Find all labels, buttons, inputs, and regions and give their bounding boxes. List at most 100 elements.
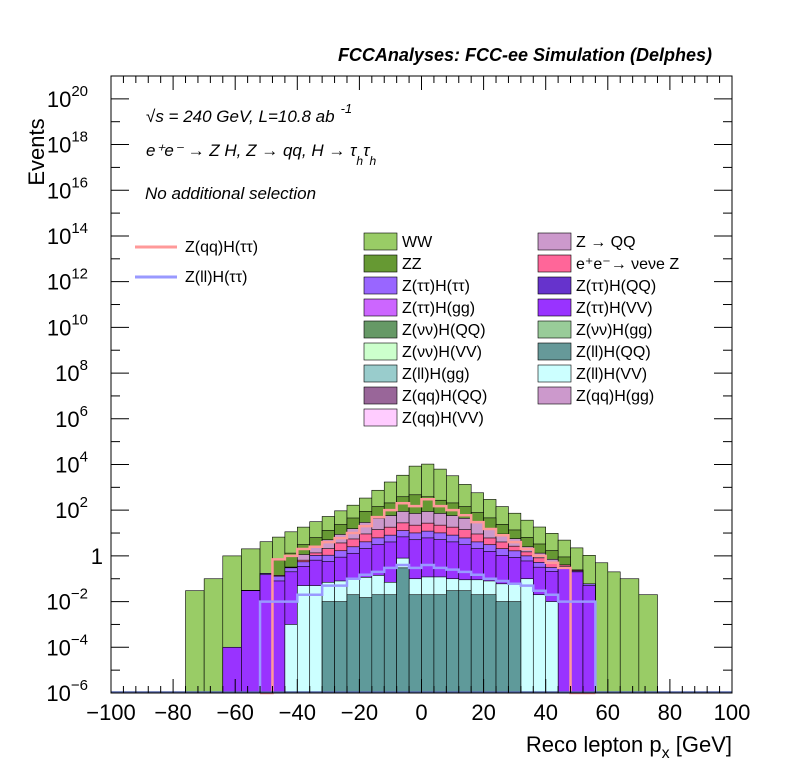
bar-zllhvv-7 <box>296 585 311 694</box>
legend-label: Z(νν)H(gg) <box>576 322 652 339</box>
overlay-line-1 <box>258 563 597 693</box>
y-tick-label: 1014 <box>47 220 88 249</box>
y-tick-label: 108 <box>55 357 88 386</box>
legend-label: Z(ττ)H(ττ) <box>402 278 470 295</box>
legend-swatch-2 <box>363 254 398 273</box>
legend-label: Z(qq)H(gg) <box>576 388 654 405</box>
x-tick-label: −60 <box>217 700 254 725</box>
y-axis-label: Events <box>24 118 49 185</box>
legend-label: WW <box>402 234 433 251</box>
bar-ww-33 <box>619 578 640 694</box>
energy-annotation: √s = 240 GeV, L=10.8 ab -1 <box>146 101 352 126</box>
chart-title: FCCAnalyses: FCC-ee Simulation (Delphes) <box>338 45 712 65</box>
legend-swatch-12 <box>363 364 398 383</box>
y-tick-label: 1 <box>91 544 103 569</box>
y-tick-label: 104 <box>55 448 88 477</box>
y-tick-label: 10−2 <box>46 586 88 615</box>
x-tick-label: 80 <box>658 700 682 725</box>
legend-label: Z(ll)H(QQ) <box>576 344 651 361</box>
bar-zllhqq-10 <box>334 601 348 694</box>
x-tick-label: −100 <box>86 700 136 725</box>
bar-ww-1 <box>203 578 224 694</box>
bar-zllhqq-17 <box>421 594 435 694</box>
legend-swatch-5 <box>537 276 572 295</box>
legend-label: Z(qq)H(VV) <box>402 410 484 427</box>
x-tick-label: 60 <box>596 700 620 725</box>
bar-ww-32 <box>607 571 621 694</box>
x-tick-label: −20 <box>341 700 378 725</box>
overlay-line-0 <box>260 498 596 695</box>
bar-zhvv-4 <box>259 574 273 694</box>
legend-label: Z(ll)H(VV) <box>576 366 647 383</box>
bar-zllhqq-22 <box>483 594 497 694</box>
y-tick-label: 10−4 <box>46 631 88 660</box>
bar-zllhvv-8 <box>309 585 323 694</box>
legend-swatch-3 <box>537 254 572 273</box>
process-annotation: e⁺e⁻ → Z H, Z → qq, H → τhτh <box>146 141 376 168</box>
bar-zllhqq-11 <box>346 594 360 694</box>
bar-zllhqq-20 <box>458 590 472 694</box>
bar-zllhvv-6 <box>284 624 298 694</box>
x-tick-label: −40 <box>279 700 316 725</box>
bar-zllhqq-24 <box>508 601 522 694</box>
legend-swatch-4 <box>363 276 398 295</box>
y-tick-label: 1016 <box>47 174 88 203</box>
bar-zllhvv-27 <box>545 601 559 694</box>
legend-label: Z(νν)H(QQ) <box>402 322 486 339</box>
legend-swatch-7 <box>537 298 572 317</box>
x-axis-label: Reco lepton px [GeV] <box>526 732 732 762</box>
bar-zllhqq-18 <box>433 594 447 694</box>
legend-swatch-13 <box>537 364 572 383</box>
legend-swatch-10 <box>363 342 398 361</box>
bar-zhvv-5 <box>272 580 286 694</box>
bar-zllhqq-16 <box>408 594 422 694</box>
legend-label: ZZ <box>402 256 422 273</box>
x-tick-label: 20 <box>471 700 495 725</box>
legend-swatch-16 <box>363 408 398 427</box>
bar-zllhvv-26 <box>532 594 547 694</box>
bar-zhvv-29 <box>570 571 584 694</box>
y-tick-label: 10−6 <box>46 677 88 706</box>
legend-swatch-15 <box>537 386 572 405</box>
legend-swatch-11 <box>537 342 572 361</box>
bar-zllhqq-14 <box>383 594 397 694</box>
legend-label: Z(ττ)H(VV) <box>576 300 653 317</box>
legend-stack: WW Z → QQ ZZ e⁺e⁻→ νeνe Z Z(ττ)H(ττ) Z(ττ)H(Q… <box>363 232 679 427</box>
legend-label: e⁺e⁻→ νeνe Z <box>576 256 679 273</box>
selection-annotation: No additional selection <box>145 184 316 203</box>
x-tick-label: −80 <box>154 700 191 725</box>
bar-zllhqq-12 <box>359 597 373 694</box>
bar-zllhvv-25 <box>520 578 534 694</box>
legend-swatch-0 <box>363 232 398 251</box>
legend-label: Z(νν)H(VV) <box>402 344 482 361</box>
y-tick-label: 1018 <box>47 129 88 158</box>
bar-zhvv-28 <box>557 567 571 694</box>
x-tick-label: 100 <box>714 700 751 725</box>
y-tick-label: 1012 <box>47 266 88 295</box>
bar-zllhqq-19 <box>446 590 460 694</box>
legend-swatch-8 <box>363 320 398 339</box>
legend-label: Z(qq)H(QQ) <box>402 388 487 405</box>
legend-swatch-1 <box>537 232 572 251</box>
legend-label: Z(ll)H(gg) <box>402 366 470 383</box>
legend-label: Z → QQ <box>576 234 636 251</box>
bar-zllhqq-9 <box>321 601 335 694</box>
y-tick-label: 102 <box>55 494 88 523</box>
legend-label: Z(ll)H(ττ) <box>185 269 247 286</box>
y-tick-label: 106 <box>55 403 88 432</box>
bar-zhvv-3 <box>241 590 261 694</box>
x-tick-label: 0 <box>415 700 427 725</box>
legend-swatch-6 <box>363 298 398 317</box>
bar-zllhqq-23 <box>495 601 509 694</box>
legend-overlays: Z(qq)H(ττ) Z(ll)H(ττ) <box>135 239 258 286</box>
legend-swatch-14 <box>363 386 398 405</box>
legend-label: Z(ττ)H(gg) <box>402 300 475 317</box>
bar-ww-34 <box>638 594 658 694</box>
bar-zllhqq-13 <box>371 594 385 694</box>
bar-ww-31 <box>595 562 609 694</box>
legend-label: Z(qq)H(ττ) <box>185 239 258 256</box>
bar-zhvv-2 <box>222 646 242 694</box>
legend-label: Z(ττ)H(QQ) <box>576 278 656 295</box>
y-tick-label: 1020 <box>47 83 88 112</box>
